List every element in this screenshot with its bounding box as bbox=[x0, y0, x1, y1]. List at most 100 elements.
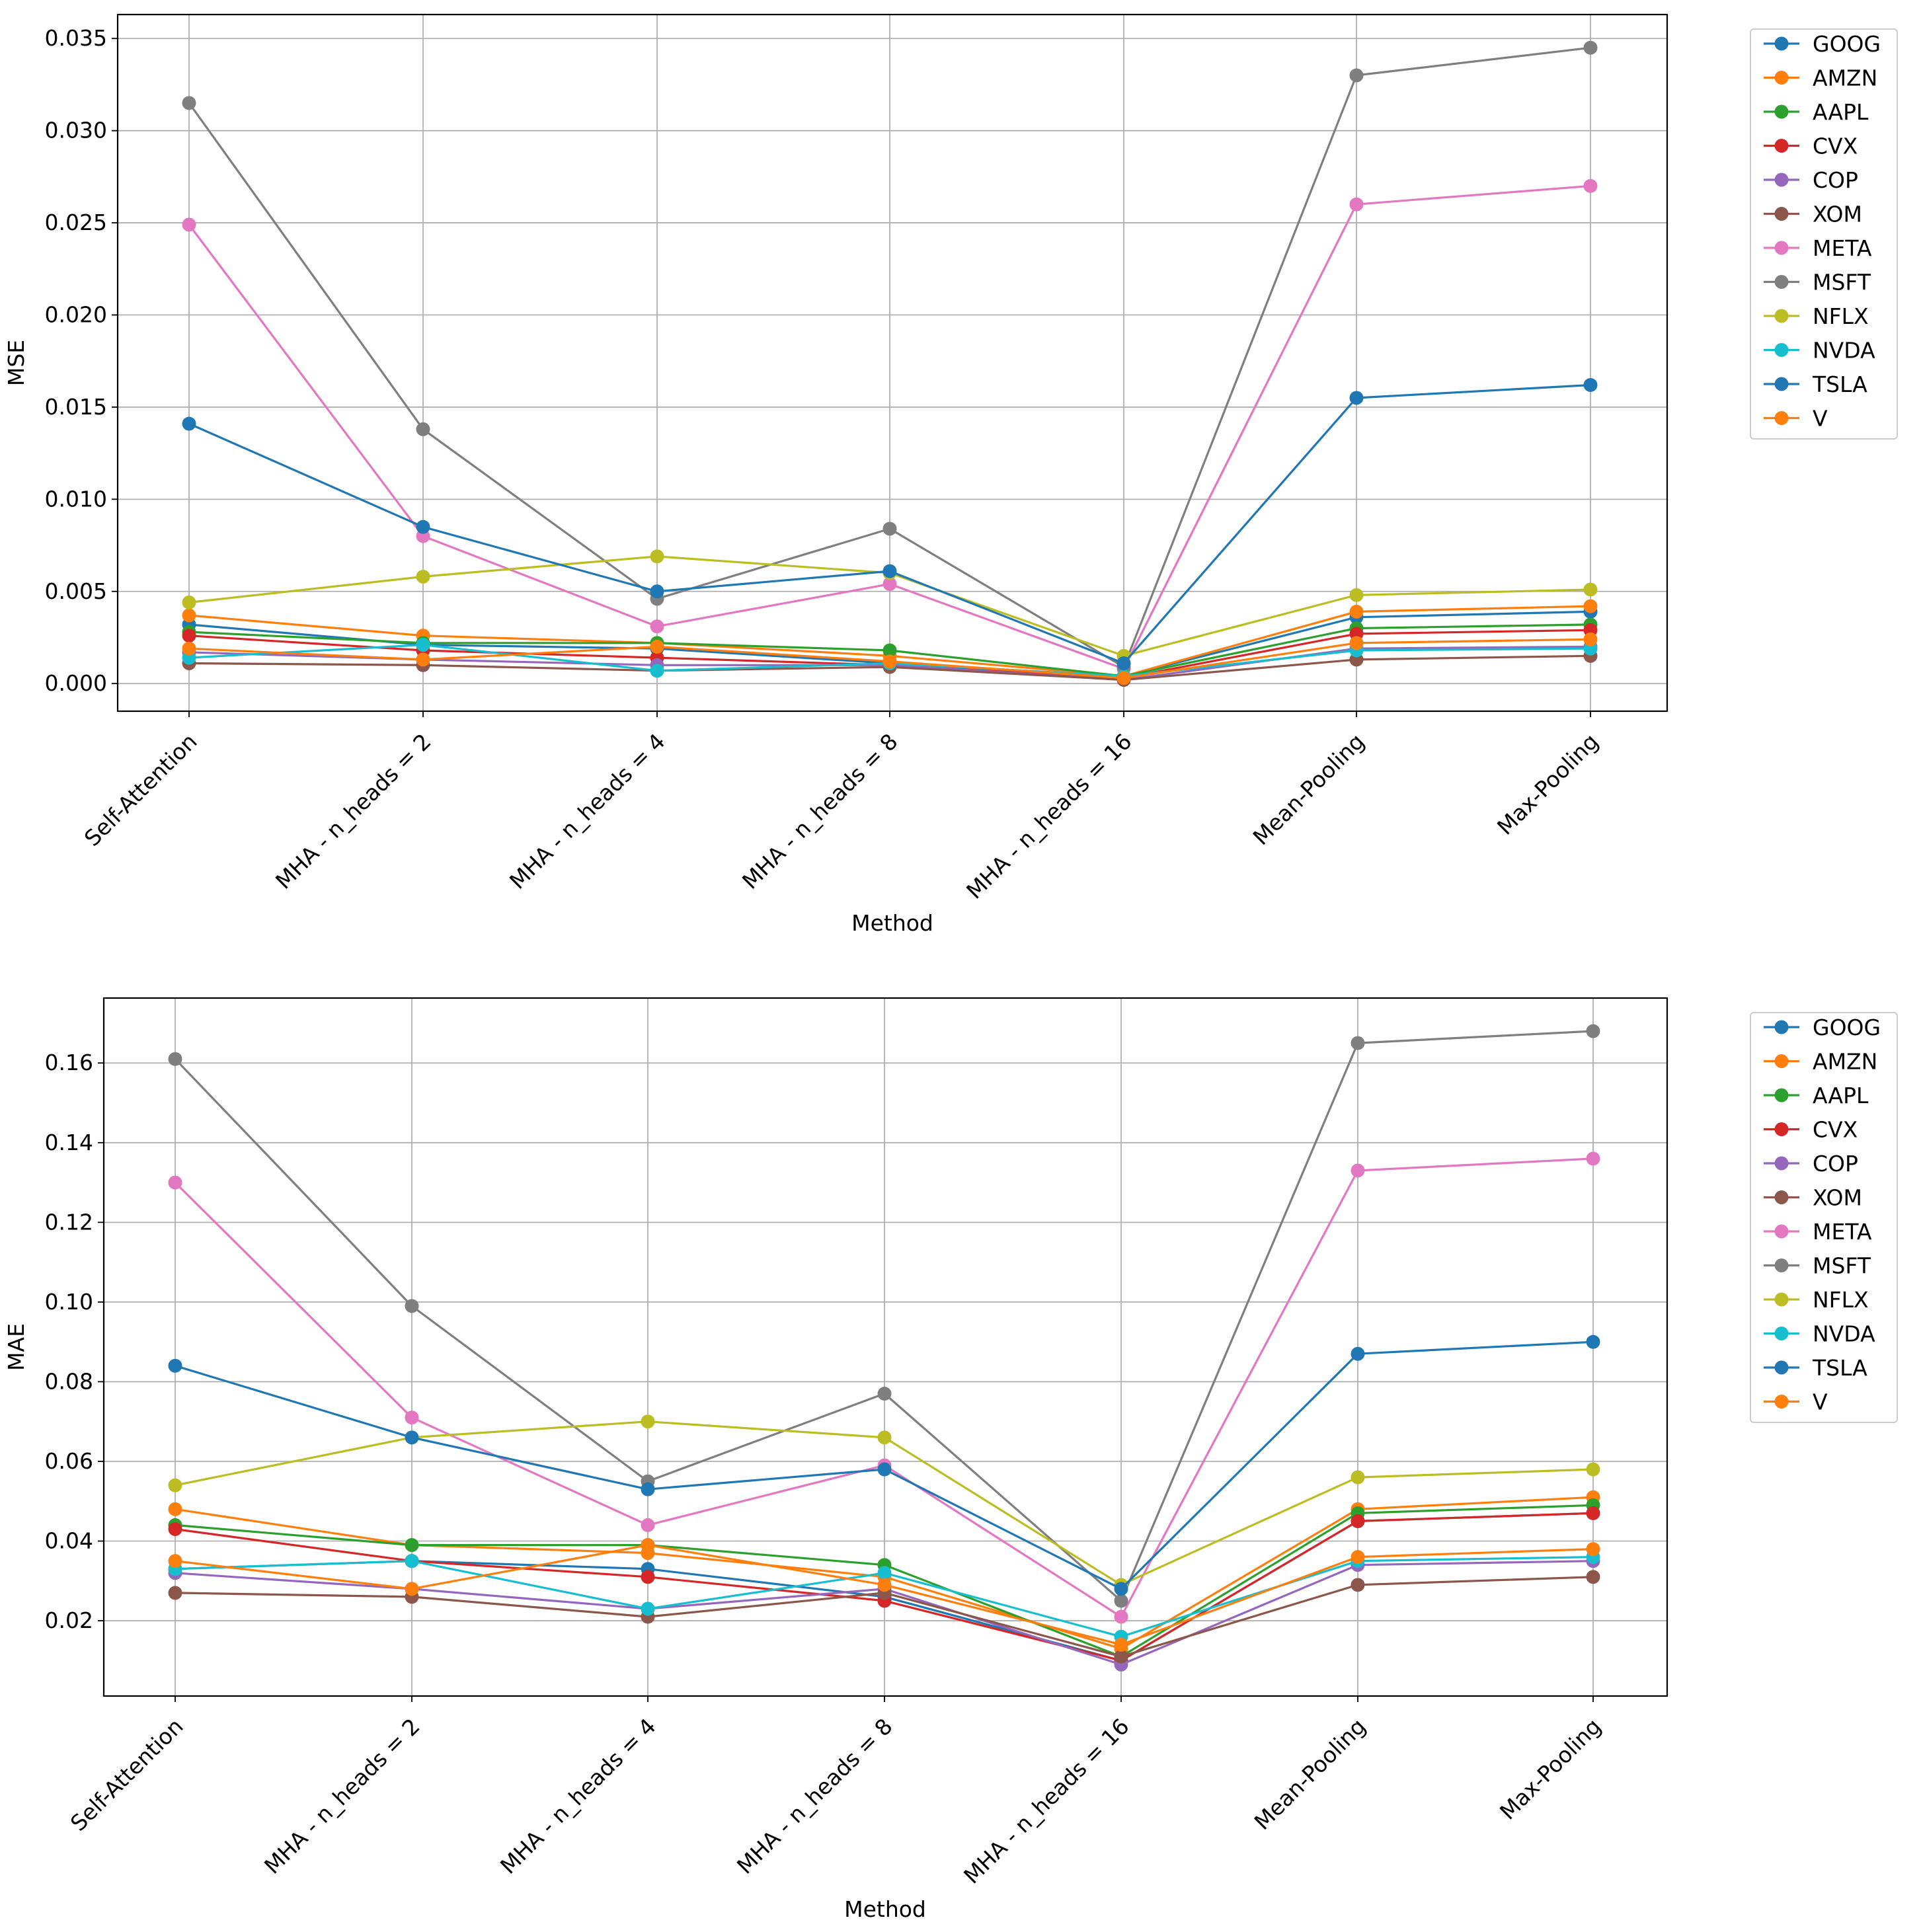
mae-series-tsla bbox=[168, 1334, 1600, 1596]
mae-legend-label-cop: COP bbox=[1813, 1151, 1858, 1177]
mse-point-v bbox=[416, 652, 430, 667]
mae-point-msft bbox=[168, 1052, 182, 1066]
mse-series-tsla bbox=[182, 377, 1598, 671]
mse-point-tsla bbox=[416, 520, 430, 534]
mse-x-axis-title: Method bbox=[851, 910, 933, 936]
mse-point-nflx bbox=[182, 595, 196, 609]
mae-legend-item-xom: XOM bbox=[1764, 1185, 1862, 1211]
mse-legend-label-tsla: TSLA bbox=[1812, 371, 1867, 397]
mae-point-v bbox=[641, 1538, 655, 1553]
mse-legend-swatch-marker bbox=[1774, 139, 1789, 153]
mae-point-meta bbox=[1114, 1609, 1128, 1624]
mse-point-msft bbox=[882, 522, 897, 536]
mae-legend-item-msft: MSFT bbox=[1764, 1253, 1871, 1279]
mae-point-nvda bbox=[641, 1602, 655, 1616]
mse-legend-label-msft: MSFT bbox=[1813, 270, 1871, 295]
mae-y-tick-label: 0.14 bbox=[45, 1130, 93, 1155]
mae-point-meta bbox=[405, 1410, 419, 1425]
mse-legend-label-goog: GOOG bbox=[1813, 31, 1881, 57]
mse-legend-swatch-marker bbox=[1774, 411, 1789, 425]
mse-legend-item-goog: GOOG bbox=[1764, 31, 1881, 57]
mae-y-tick-label: 0.16 bbox=[45, 1050, 93, 1075]
mse-legend-item-amzn: AMZN bbox=[1764, 65, 1877, 91]
mae-legend-label-nflx: NFLX bbox=[1813, 1287, 1869, 1313]
mse-series-v bbox=[182, 632, 1598, 685]
mae-point-xom bbox=[1586, 1570, 1600, 1584]
mse-point-v bbox=[1349, 636, 1364, 650]
mae-legend-item-cvx: CVX bbox=[1764, 1117, 1858, 1143]
mae-point-msft bbox=[1351, 1036, 1365, 1050]
mae-point-msft bbox=[1586, 1024, 1600, 1038]
mse-y-tick-label: 0.025 bbox=[45, 210, 107, 235]
mse-legend-item-msft: MSFT bbox=[1764, 270, 1871, 295]
mae-legend-swatch-marker bbox=[1774, 1327, 1789, 1340]
mse-y-tick-label: 0.005 bbox=[45, 578, 107, 604]
mae-point-nflx bbox=[168, 1478, 182, 1492]
mse-point-nflx bbox=[1349, 588, 1364, 602]
mse-legend-label-amzn: AMZN bbox=[1813, 65, 1877, 91]
mae-legend-item-tsla: TSLA bbox=[1764, 1355, 1867, 1381]
mae-legend-swatch-marker bbox=[1774, 1292, 1789, 1307]
mse-legend-item-tsla: TSLA bbox=[1764, 371, 1867, 397]
mse-legend-label-cop: COP bbox=[1813, 167, 1858, 193]
mae-y-tick-label: 0.10 bbox=[45, 1289, 93, 1315]
mse-point-v bbox=[650, 639, 664, 654]
mae-point-cvx bbox=[1586, 1506, 1600, 1520]
mae-series-v bbox=[168, 1538, 1600, 1652]
mse-legend-swatch-marker bbox=[1774, 275, 1789, 289]
mae-point-tsla bbox=[1586, 1334, 1600, 1349]
mse-point-nflx bbox=[650, 549, 664, 564]
mse-point-v bbox=[882, 654, 897, 669]
mse-legend: GOOG AMZN AAPL CVX COP XOM META MSFT NFLX NVDA TSL… bbox=[1750, 28, 1898, 440]
mae-point-meta bbox=[1586, 1151, 1600, 1166]
mae-legend-swatch-marker bbox=[1774, 1395, 1789, 1409]
mae-legend-item-aapl: AAPL bbox=[1764, 1083, 1869, 1108]
mse-legend-swatch-marker bbox=[1774, 309, 1789, 323]
mae-point-msft bbox=[405, 1299, 419, 1313]
mse-legend-swatch-marker bbox=[1774, 343, 1789, 357]
mse-y-tick-label: 0.015 bbox=[45, 394, 107, 420]
mae-point-v bbox=[405, 1582, 419, 1596]
mae-point-v bbox=[168, 1554, 182, 1568]
mae-legend-label-amzn: AMZN bbox=[1813, 1049, 1877, 1075]
mae-legend-label-nvda: NVDA bbox=[1813, 1321, 1875, 1347]
mse-legend-box bbox=[1750, 28, 1898, 440]
mae-legend-item-cop: COP bbox=[1764, 1151, 1858, 1177]
mse-series-group bbox=[182, 40, 1598, 687]
mse-point-tsla bbox=[1117, 656, 1131, 671]
mse-legend-swatch-marker bbox=[1774, 71, 1789, 85]
mae-legend-swatch-marker bbox=[1774, 1054, 1789, 1068]
mse-grid bbox=[118, 15, 1667, 711]
mae-point-nvda bbox=[405, 1554, 419, 1568]
mse-point-tsla bbox=[1583, 377, 1598, 392]
mae-point-amzn bbox=[168, 1502, 182, 1516]
mse-legend-label-v: V bbox=[1813, 406, 1828, 432]
mae-point-tsla bbox=[1114, 1582, 1128, 1596]
mse-point-meta bbox=[182, 217, 196, 232]
mse-y-tick-label: 0.030 bbox=[45, 118, 107, 143]
mae-legend-swatch-marker bbox=[1774, 1360, 1789, 1375]
mse-point-meta bbox=[1349, 197, 1364, 212]
mse-point-tsla bbox=[650, 584, 664, 599]
mae-point-xom bbox=[1114, 1649, 1128, 1664]
mae-legend-swatch-marker bbox=[1774, 1190, 1789, 1204]
mse-plot-frame bbox=[116, 13, 1668, 713]
mae-legend-label-goog: GOOG bbox=[1813, 1015, 1881, 1040]
mse-y-tick-label: 0.000 bbox=[45, 670, 107, 696]
mae-legend-item-amzn: AMZN bbox=[1764, 1049, 1877, 1075]
mae-point-tsla bbox=[641, 1482, 655, 1496]
mse-y-axis-title: MSE bbox=[3, 340, 29, 386]
mae-point-v bbox=[877, 1578, 892, 1592]
mse-legend-label-xom: XOM bbox=[1813, 202, 1862, 227]
mae-legend-item-nflx: NFLX bbox=[1764, 1287, 1869, 1313]
mae-point-msft bbox=[1114, 1594, 1128, 1608]
mse-point-cvx bbox=[182, 629, 196, 643]
mae-legend-label-xom: XOM bbox=[1813, 1185, 1862, 1211]
mae-y-tick-label: 0.02 bbox=[45, 1607, 93, 1633]
mae-point-meta bbox=[1351, 1163, 1365, 1178]
mse-point-msft bbox=[1349, 68, 1364, 83]
mse-legend-label-nflx: NFLX bbox=[1813, 303, 1869, 329]
mse-point-meta bbox=[650, 619, 664, 634]
